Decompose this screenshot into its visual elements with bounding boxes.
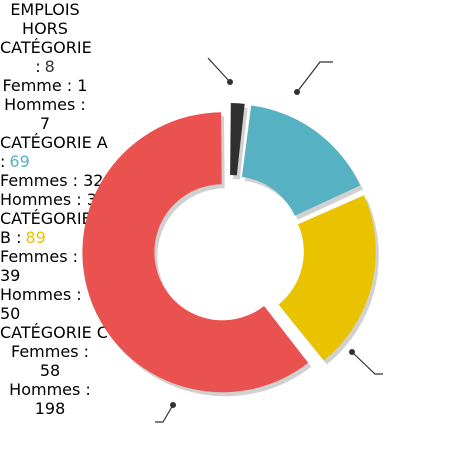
slice [230,103,245,176]
detail-line: Femmes : 32 [0,171,104,190]
leader-line [351,351,383,375]
category-value: 89 [25,228,46,247]
detail-line: Hommes : 50 [0,285,82,323]
category-name: CATÉGORIE C : [0,323,119,342]
leader-dot [227,79,233,85]
leader-line [155,404,174,423]
details: Femmes : 39 Hommes : 50 [0,247,90,323]
category-label: CATÉGORIE B :89 [0,209,92,247]
slice [278,195,376,361]
detail-line: Femmes : 39 [0,247,78,285]
details: Femme : 1 Hommes : 7 [0,76,90,133]
slice [241,105,361,216]
category-value: 69 [9,152,30,171]
leader-line [296,61,333,93]
details: Femmes : 32 Hommes : 37 [0,171,120,209]
detail-line: Hommes : 37 [0,190,108,209]
category-name: CATÉGORIE A : [0,133,108,171]
details: Femmes : 58 Hommes : 198 [0,342,100,418]
detail-line: Femmes : 58 [11,342,89,380]
category-label: EMPLOIS HORS CATÉGORIE :8 [0,0,92,76]
category-name: CATÉGORIE B : [0,209,92,247]
leader-line [207,57,231,83]
slice [82,112,309,393]
leader-dot [170,402,176,408]
leader-dot [294,89,300,95]
leader-dot [349,349,355,355]
category-name: EMPLOIS HORS CATÉGORIE : [0,0,92,76]
detail-line: Hommes : 7 [4,95,86,133]
detail-line: Hommes : 198 [9,380,91,418]
detail-line: Femme : 1 [2,76,88,95]
category-label: CATÉGORIE A :69 [0,133,140,171]
category-value: 8 [44,57,55,76]
